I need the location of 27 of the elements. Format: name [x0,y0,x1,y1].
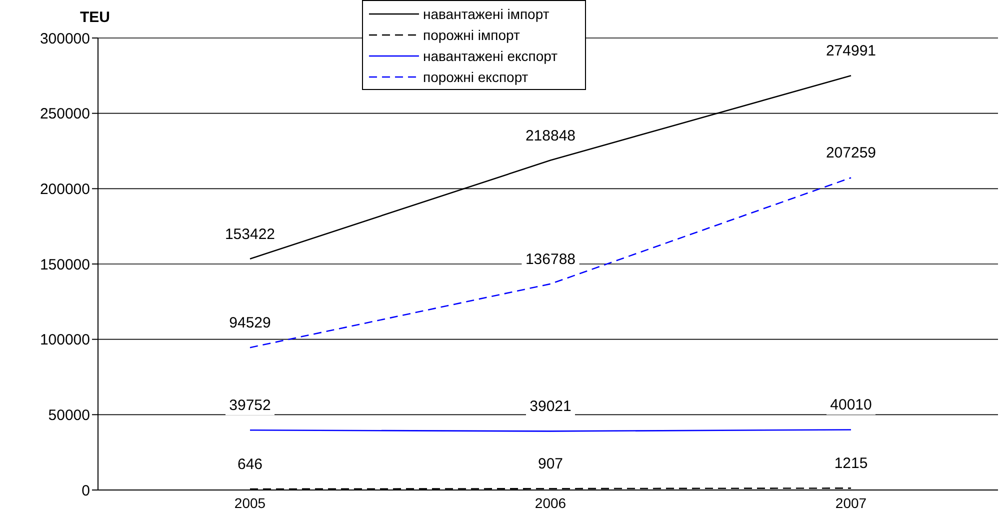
legend-label: навантажені експорт [423,48,558,64]
y-axis-title: TEU [80,9,110,26]
data-label: 646 [237,456,263,474]
x-tick-label: 2007 [835,494,867,511]
data-label: 153422 [224,226,276,243]
data-label: 40010 [830,396,872,414]
y-tick-label: 200000 [40,180,90,198]
y-tick-label: 250000 [40,106,90,123]
data-label: 218848 [525,127,576,144]
y-tick-label: 300000 [40,30,90,48]
y-tick-label: 0 [82,482,90,500]
legend-label: порожні експорт [423,68,528,84]
data-label: 136788 [525,250,576,268]
data-label: 207259 [826,144,876,162]
x-tick-label: 2005 [234,494,266,511]
data-label: 39021 [530,398,572,416]
y-tick-label: 100000 [40,332,90,349]
data-label: 274991 [826,42,876,60]
data-label: 907 [538,456,564,473]
data-label: 1215 [834,455,868,472]
legend-label: порожні імпорт [423,26,520,42]
y-tick-label: 50000 [48,406,90,424]
y-tick-label: 150000 [40,256,90,274]
data-label: 39752 [229,397,271,414]
x-tick-label: 2006 [534,494,566,511]
data-label: 94529 [229,314,271,332]
legend-label: навантажені імпорт [423,6,550,22]
